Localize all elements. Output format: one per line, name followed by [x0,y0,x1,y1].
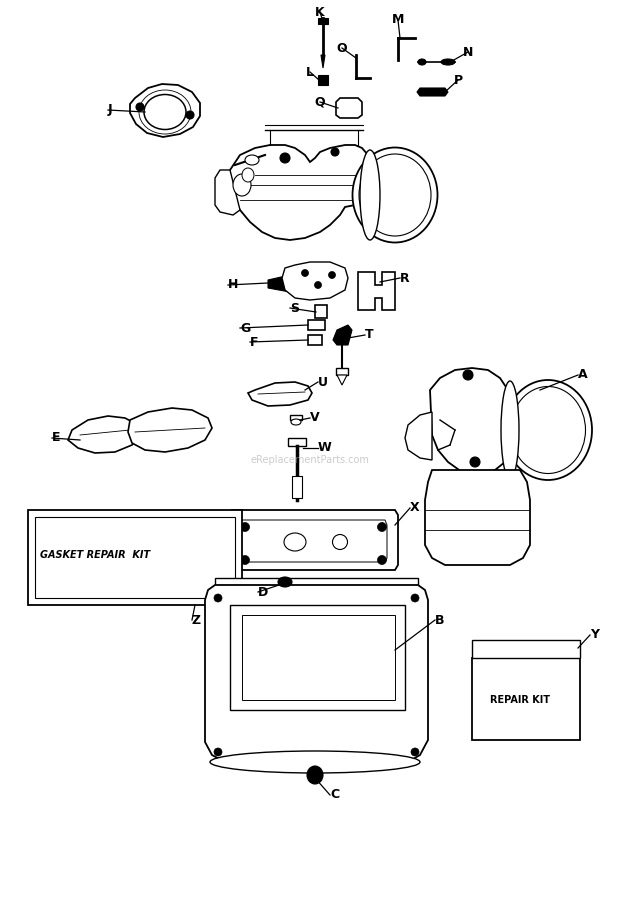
Polygon shape [308,320,325,330]
Polygon shape [333,325,352,345]
Ellipse shape [314,281,322,289]
Ellipse shape [245,155,259,165]
Polygon shape [268,275,320,292]
Polygon shape [240,520,387,562]
Polygon shape [405,412,432,460]
Polygon shape [337,375,347,385]
Text: Z: Z [192,614,201,627]
Polygon shape [321,55,325,68]
Ellipse shape [411,594,419,602]
Polygon shape [430,368,510,475]
Ellipse shape [501,381,519,479]
Polygon shape [230,605,405,710]
Ellipse shape [136,103,144,111]
Text: M: M [392,14,404,27]
Polygon shape [290,415,302,420]
Text: O: O [337,41,347,54]
Text: Q: Q [315,95,326,108]
Text: REPAIR KIT: REPAIR KIT [490,695,550,705]
Text: J: J [108,104,113,116]
Ellipse shape [353,147,438,243]
Text: N: N [463,46,473,59]
Ellipse shape [470,457,480,467]
Text: G: G [240,322,250,334]
Text: D: D [258,585,268,598]
Text: U: U [318,376,328,388]
Ellipse shape [329,271,335,278]
Polygon shape [68,416,140,453]
Polygon shape [28,510,242,605]
Polygon shape [318,75,328,85]
Ellipse shape [411,748,419,756]
Polygon shape [472,640,580,658]
Ellipse shape [418,59,426,65]
Ellipse shape [210,751,420,773]
Text: T: T [365,329,374,342]
Ellipse shape [284,533,306,551]
Text: W: W [318,442,332,454]
Ellipse shape [463,370,473,380]
Ellipse shape [214,748,222,756]
Polygon shape [417,88,448,96]
Polygon shape [336,368,348,375]
Polygon shape [282,262,348,300]
Text: GASKET REPAIR  KIT: GASKET REPAIR KIT [40,550,150,560]
Text: Y: Y [590,628,599,641]
Polygon shape [318,18,328,24]
Polygon shape [248,382,312,406]
Polygon shape [35,517,235,598]
Text: F: F [250,335,259,348]
Ellipse shape [331,148,339,156]
Ellipse shape [242,168,254,182]
Text: P: P [453,73,463,86]
Ellipse shape [233,174,251,196]
Polygon shape [292,476,302,498]
Polygon shape [358,272,395,310]
Polygon shape [215,170,240,215]
Ellipse shape [307,766,323,784]
Polygon shape [336,98,362,118]
Ellipse shape [291,419,301,425]
Ellipse shape [504,380,592,480]
Text: L: L [306,66,314,79]
Ellipse shape [144,94,186,129]
Polygon shape [229,510,398,570]
Ellipse shape [359,154,431,236]
Ellipse shape [278,577,292,587]
Ellipse shape [241,555,249,564]
Text: X: X [410,501,420,515]
Text: R: R [400,271,410,285]
Text: E: E [52,431,61,444]
Polygon shape [288,438,306,446]
Ellipse shape [378,555,386,564]
Polygon shape [130,84,200,137]
Polygon shape [215,578,418,590]
Text: S: S [290,301,299,314]
Polygon shape [472,658,580,740]
Polygon shape [242,615,395,700]
Ellipse shape [332,535,347,550]
Polygon shape [128,408,212,452]
Ellipse shape [214,594,222,602]
Text: B: B [435,614,445,627]
Text: H: H [228,278,238,291]
Ellipse shape [280,153,290,163]
Ellipse shape [186,111,194,119]
Ellipse shape [378,522,386,531]
Ellipse shape [301,269,309,277]
Text: K: K [315,5,325,18]
Polygon shape [308,335,322,345]
Text: V: V [310,411,320,424]
Ellipse shape [360,150,380,240]
Ellipse shape [441,59,455,65]
Text: C: C [330,789,339,802]
Ellipse shape [241,522,249,531]
Text: A: A [578,368,588,381]
Text: eReplacementParts.com: eReplacementParts.com [250,455,370,465]
Polygon shape [205,585,428,762]
Polygon shape [230,145,370,240]
Ellipse shape [510,387,585,474]
Polygon shape [315,305,327,318]
Polygon shape [425,470,530,565]
